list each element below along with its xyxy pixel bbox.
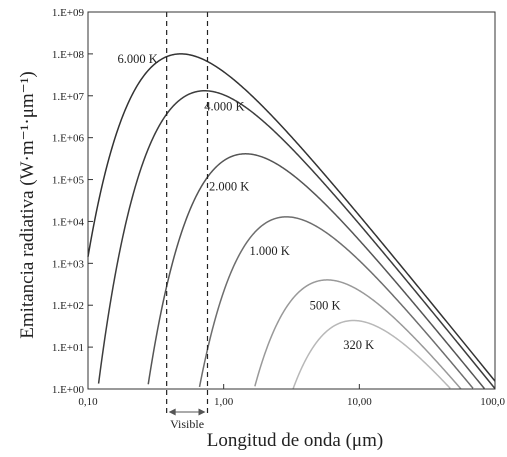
series-labels: 6.000 K 4.000 K 2.000 K 1.000 K 500 K 320 K: [118, 52, 375, 352]
y-tick-label: 1.E+05: [52, 175, 85, 187]
series-label-500k: 500 K: [310, 298, 341, 312]
y-tick-label: 1.E+02: [52, 300, 84, 312]
y-tick-label: 1.E+09: [52, 7, 85, 19]
x-tick-label: 1,00: [214, 396, 234, 408]
y-tick-label: 1.E+03: [52, 258, 85, 270]
series-label-2000k: 2.000 K: [209, 179, 249, 193]
visible-arrowhead-left: [168, 408, 176, 416]
y-tick-label: 1.E+00: [52, 384, 85, 396]
y-tick-label: 1.E+01: [52, 342, 84, 354]
series-label-6000k: 6.000 K: [118, 52, 158, 66]
series-line-1000k: [198, 216, 474, 389]
visible-band: Visible: [166, 12, 209, 431]
series-label-4000k: 4.000 K: [204, 99, 244, 113]
x-tick-label: 10,00: [347, 396, 372, 408]
y-axis-title: Emitancia radiativa (W·m⁻¹·μm⁻¹): [17, 71, 38, 338]
x-axis: 0,10 1,00 10,00 100,0: [78, 384, 506, 408]
y-tick-label: 1.E+07: [52, 91, 85, 103]
series-label-320k: 320 K: [343, 338, 374, 352]
x-axis-title: Longitud de onda (μm): [207, 430, 383, 451]
y-axis: 1.E+00 1.E+01 1.E+02 1.E+03 1.E+04 1.E+05 1.E+…: [52, 7, 93, 396]
series-line-500k: [254, 279, 462, 390]
curves: [87, 53, 496, 390]
x-tick-label: 100,0: [480, 396, 505, 408]
visible-arrowhead-right: [198, 408, 206, 416]
series-label-1000k: 1.000 K: [250, 244, 290, 258]
series-line-320k: [292, 319, 451, 389]
series-line-6000k: [87, 53, 496, 382]
y-tick-label: 1.E+08: [52, 49, 85, 61]
series-line-2000k: [147, 153, 485, 390]
x-tick-label: 0,10: [78, 396, 98, 408]
y-tick-label: 1.E+06: [52, 133, 85, 145]
series-line-4000k: [97, 90, 496, 390]
y-tick-label: 1.E+04: [52, 216, 85, 228]
plot-frame: [87, 11, 496, 390]
visible-label: Visible: [170, 417, 204, 431]
